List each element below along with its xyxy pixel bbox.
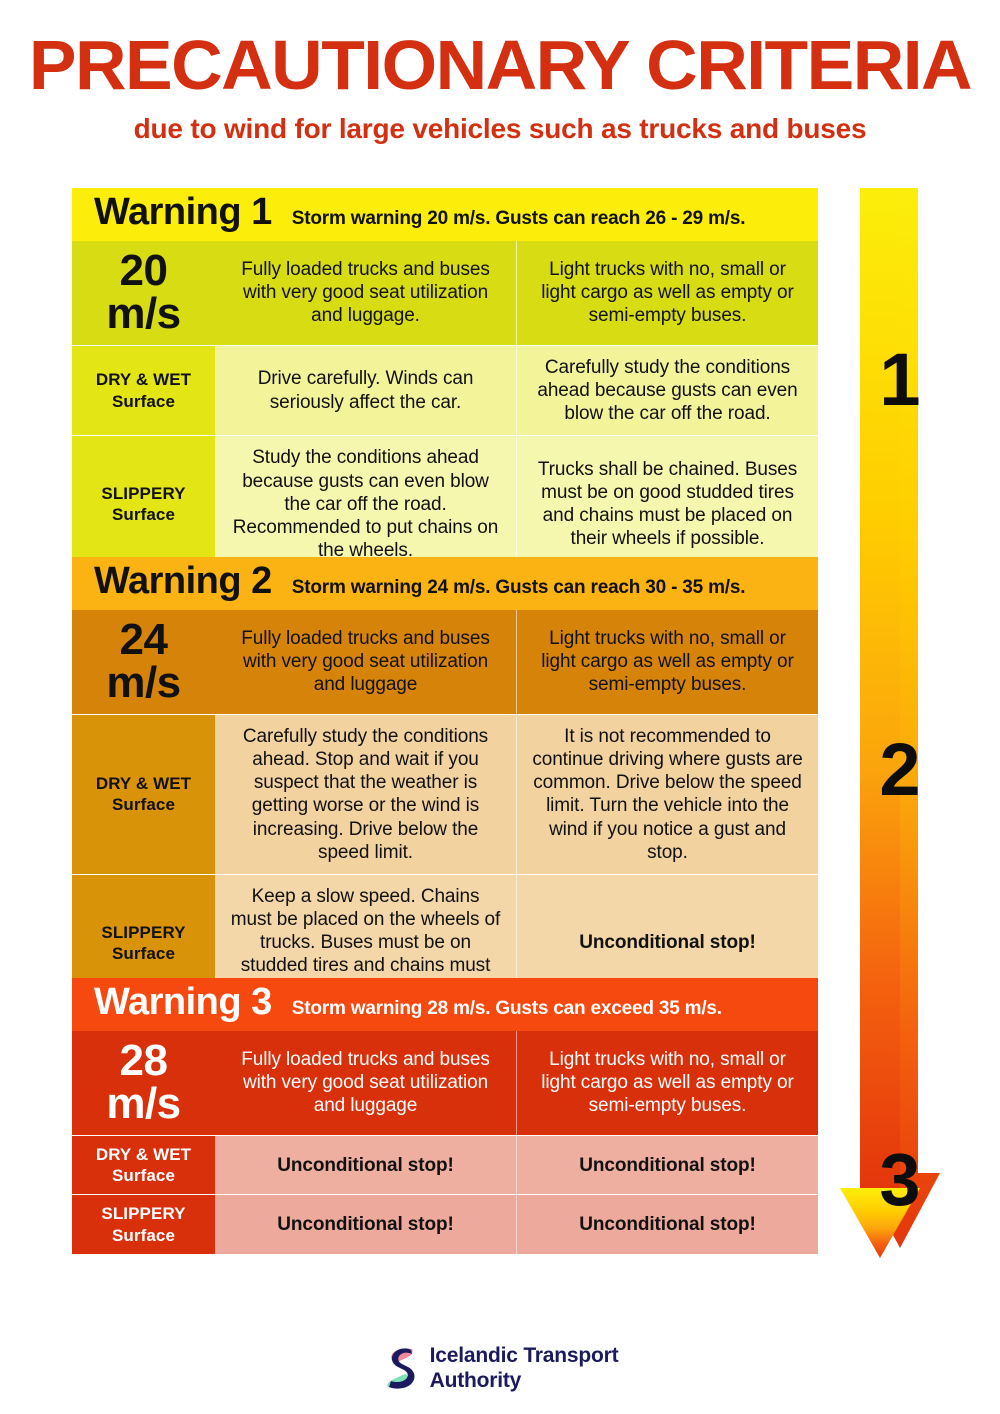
cell-drywet-loaded: Drive carefully. Winds can seriously aff… (215, 345, 517, 436)
speed-value: 20 (119, 245, 168, 295)
speed-cell: 24 m/s (72, 609, 215, 714)
warning-band-note: Storm warning 28 m/s. Gusts can exceed 3… (291, 998, 722, 1019)
severity-arrow: 1 2 3 (840, 188, 960, 1328)
table-row-speed: 20 m/s Fully loaded trucks and buses wit… (72, 240, 818, 345)
warning-band-1: Warning 1 Storm warning 20 m/s. Gusts ca… (72, 188, 818, 241)
warning-grid-3: 28 m/s Fully loaded trucks and buses wit… (72, 1030, 818, 1254)
surface-label-slippery: SLIPPERY Surface (72, 436, 215, 573)
surface-label-sub: Surface (111, 1225, 176, 1245)
cell-slippery-loaded: Unconditional stop! (215, 1195, 517, 1254)
icelandic-transport-authority-logo-icon (386, 1348, 415, 1389)
speed-value: 28 (119, 1035, 168, 1085)
speed-unit: m/s (106, 1079, 181, 1128)
surface-label-sub: Surface (111, 505, 176, 525)
warning-grid-1: 20 m/s Fully loaded trucks and buses wit… (72, 240, 818, 573)
speed-cell: 28 m/s (72, 1030, 215, 1135)
org-name-line1: Icelandic Transport (429, 1344, 619, 1367)
warning-band-note: Storm warning 20 m/s. Gusts can reach 26… (291, 208, 746, 229)
speed-unit: m/s (106, 658, 181, 707)
severity-level-2: 2 (879, 728, 921, 811)
page-subtitle: due to wind for large vehicles such as t… (133, 113, 867, 144)
surface-label-sub: Surface (111, 795, 176, 815)
speed-cell: 20 m/s (72, 240, 215, 345)
table-row-slippery: SLIPPERY Surface Unconditional stop! Unc… (72, 1194, 818, 1254)
surface-label-main: SLIPPERY (101, 922, 186, 942)
surface-label-main: DRY & WET (95, 1144, 192, 1164)
warning-block-2: Warning 2 Storm warning 24 m/s. Gusts ca… (72, 557, 818, 1011)
cell-slippery-loaded: Study the conditions ahead because gusts… (215, 436, 517, 573)
poster-header: PRECAUTIONARY CRITERIA due to wind for l… (0, 30, 1000, 145)
table-row-speed: 24 m/s Fully loaded trucks and buses wit… (72, 609, 818, 714)
surface-label-main: DRY & WET (95, 370, 192, 390)
cell-light-vehicles: Light trucks with no, small or light car… (517, 240, 818, 345)
warning-grid-2: 24 m/s Fully loaded trucks and buses wit… (72, 609, 818, 1011)
warning-block-3: Warning 3 Storm warning 28 m/s. Gusts ca… (72, 978, 818, 1254)
table-row-speed: 28 m/s Fully loaded trucks and buses wit… (72, 1030, 818, 1135)
table-row-drywet: DRY & WET Surface Unconditional stop! Un… (72, 1134, 818, 1195)
speed-value: 24 (119, 614, 168, 664)
warning-band-title: Warning 1 (94, 191, 272, 233)
cell-drywet-light: It is not recommended to continue drivin… (517, 714, 818, 874)
cell-light-vehicles: Light trucks with no, small or light car… (517, 1030, 818, 1135)
surface-label-drywet: DRY & WET Surface (72, 345, 215, 436)
cell-slippery-light: Unconditional stop! (517, 1195, 818, 1254)
cell-loaded-vehicles: Fully loaded trucks and buses with very … (215, 240, 517, 345)
footer: Icelandic Transport Authority (0, 1344, 1000, 1394)
surface-label-main: DRY & WET (95, 774, 192, 794)
speed-unit: m/s (106, 289, 181, 338)
severity-level-3: 3 (879, 1138, 921, 1221)
surface-label-slippery: SLIPPERY Surface (72, 1195, 215, 1254)
warning-band-title: Warning 3 (94, 981, 272, 1023)
cell-drywet-light: Unconditional stop! (517, 1135, 818, 1195)
page-title: PRECAUTIONARY CRITERIA (28, 26, 973, 104)
warning-band-2: Warning 2 Storm warning 24 m/s. Gusts ca… (72, 557, 818, 610)
warning-block-1: Warning 1 Storm warning 20 m/s. Gusts ca… (72, 188, 818, 573)
cell-loaded-vehicles: Fully loaded trucks and buses with very … (215, 1030, 517, 1135)
severity-arrow-icon (840, 188, 940, 1258)
cell-light-vehicles: Light trucks with no, small or light car… (517, 609, 818, 714)
table-row-slippery: SLIPPERY Surface Study the conditions ah… (72, 435, 818, 573)
cell-slippery-light: Trucks shall be chained. Buses must be o… (517, 436, 818, 573)
surface-label-sub: Surface (111, 1166, 176, 1186)
surface-label-drywet: DRY & WET Surface (72, 714, 215, 874)
table-row-drywet: DRY & WET Surface Drive carefully. Winds… (72, 344, 818, 436)
surface-label-drywet: DRY & WET Surface (72, 1135, 215, 1195)
org-name: Icelandic Transport Authority (430, 1344, 619, 1394)
warning-band-title: Warning 2 (94, 560, 272, 602)
cell-loaded-vehicles: Fully loaded trucks and buses with very … (215, 609, 517, 714)
surface-label-sub: Surface (111, 943, 176, 963)
table-row-drywet: DRY & WET Surface Carefully study the co… (72, 713, 818, 874)
surface-label-main: SLIPPERY (101, 484, 186, 504)
org-name-line2: Authority (429, 1368, 522, 1392)
cell-drywet-loaded: Carefully study the conditions ahead. St… (215, 714, 517, 874)
surface-label-main: SLIPPERY (101, 1204, 186, 1224)
surface-label-sub: Surface (111, 391, 176, 411)
severity-level-1: 1 (879, 338, 921, 421)
warning-band-note: Storm warning 24 m/s. Gusts can reach 30… (291, 577, 746, 598)
cell-drywet-light: Carefully study the conditions ahead bec… (517, 345, 818, 436)
warning-band-3: Warning 3 Storm warning 28 m/s. Gusts ca… (72, 978, 818, 1031)
cell-drywet-loaded: Unconditional stop! (215, 1135, 517, 1195)
